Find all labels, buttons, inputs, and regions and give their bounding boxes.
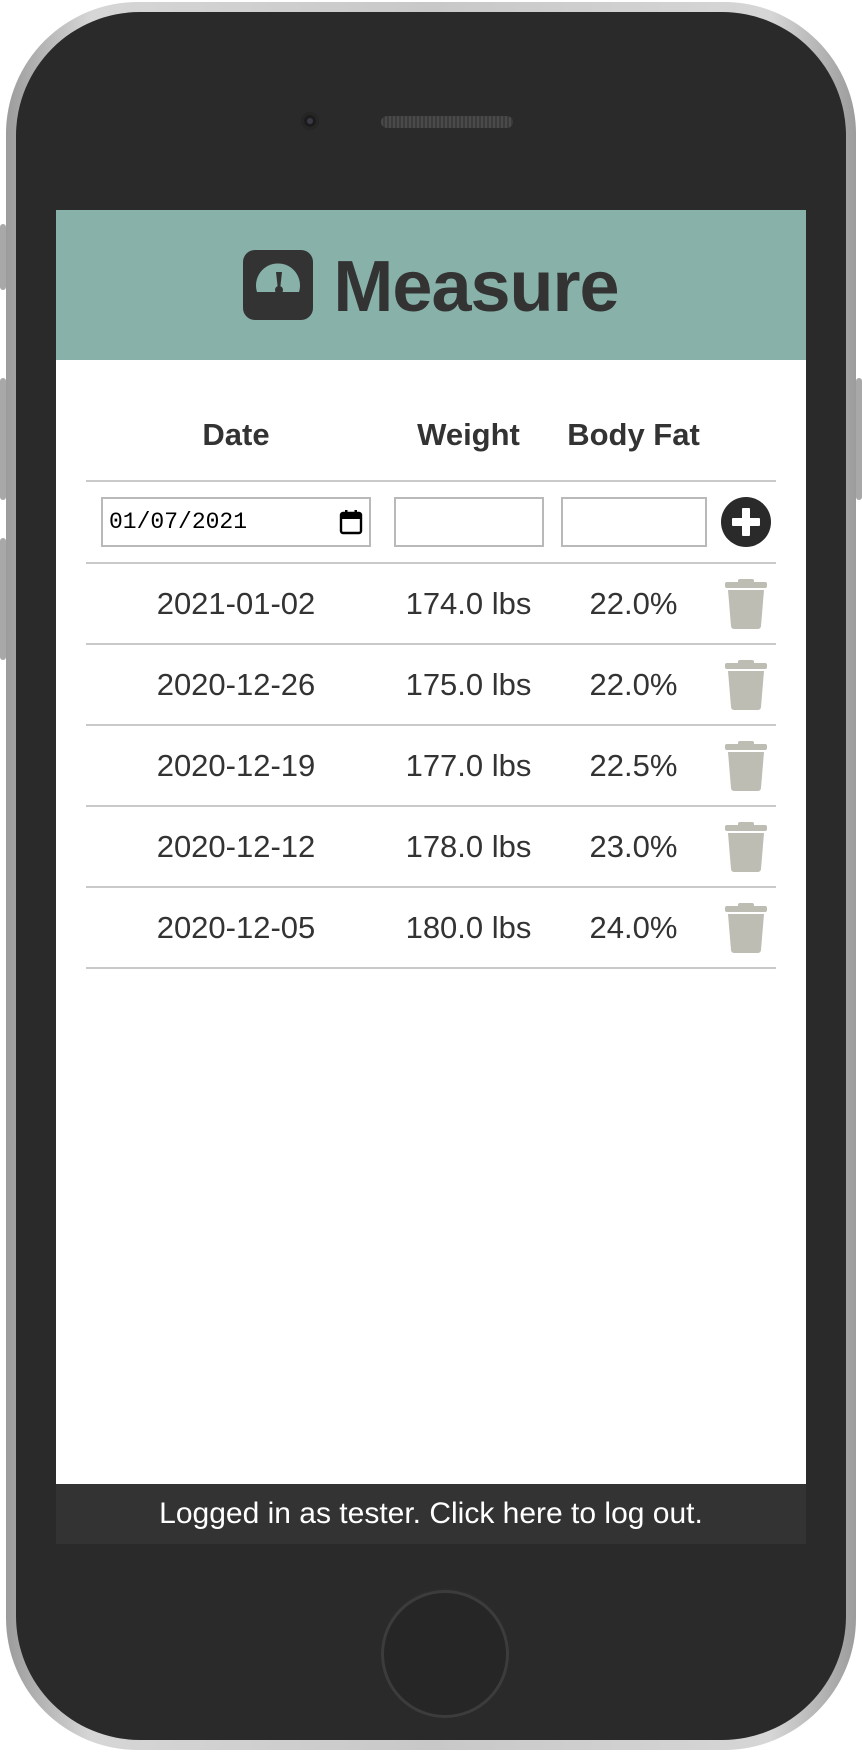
column-header-body-fat: Body Fat [567, 417, 700, 452]
app-screen: Measure Date Weight Body Fat 01/07/2021 [56, 210, 806, 1544]
volume-up-button [0, 378, 6, 500]
home-button[interactable] [381, 1590, 509, 1718]
body-fat-input[interactable] [560, 497, 707, 547]
table-header-row: Date Weight Body Fat [86, 360, 776, 482]
row-date: 2020-12-05 [156, 909, 316, 945]
row-actions [716, 902, 776, 953]
row-actions [716, 578, 776, 629]
trash-icon[interactable] [724, 902, 768, 953]
volume-down-button [0, 538, 6, 660]
column-header-date: Date [202, 417, 270, 452]
table-row: 2020-12-19 177.0 lbs 22.5% [86, 726, 776, 807]
table-row: 2020-12-12 178.0 lbs 23.0% [86, 807, 776, 888]
row-weight: 175.0 lbs [405, 666, 532, 702]
row-date: 2020-12-26 [156, 666, 316, 702]
earpiece-speaker [381, 116, 513, 128]
new-entry-row: 01/07/2021 [86, 482, 776, 564]
date-cell: 01/07/2021 [86, 497, 386, 547]
app-title: Measure [333, 247, 619, 327]
date-input-value: 01/07/2021 [109, 509, 248, 535]
trash-icon[interactable] [724, 740, 768, 791]
row-body-fat: 24.0% [589, 909, 678, 945]
row-body-fat: 23.0% [589, 828, 678, 864]
power-button [856, 378, 862, 500]
weight-cell [386, 497, 551, 547]
row-body-fat: 22.0% [589, 666, 678, 702]
table-row: 2020-12-26 175.0 lbs 22.0% [86, 645, 776, 726]
add-cell [716, 497, 776, 547]
measurement-rows: 2021-01-02 174.0 lbs 22.0% 2020-12-26 17… [86, 564, 776, 969]
table-row: 2020-12-05 180.0 lbs 24.0% [86, 888, 776, 969]
trash-icon[interactable] [724, 578, 768, 629]
column-header-weight: Weight [417, 417, 520, 452]
calendar-icon[interactable] [339, 509, 363, 535]
row-date: 2021-01-02 [156, 585, 316, 621]
row-actions [716, 821, 776, 872]
front-camera [301, 112, 319, 130]
measurements-table: Date Weight Body Fat 01/07/2021 [86, 360, 776, 969]
row-weight: 177.0 lbs [405, 747, 532, 783]
logout-link[interactable]: Logged in as tester. Click here to log o… [56, 1484, 806, 1544]
plus-circle-icon[interactable] [721, 497, 771, 547]
table-row: 2021-01-02 174.0 lbs 22.0% [86, 564, 776, 645]
row-date: 2020-12-19 [156, 747, 316, 783]
row-weight: 174.0 lbs [405, 585, 532, 621]
row-weight: 178.0 lbs [405, 828, 532, 864]
app-header: Measure [56, 210, 806, 360]
mute-switch [0, 224, 6, 290]
app-brand: Measure [243, 247, 620, 327]
trash-icon[interactable] [724, 659, 768, 710]
row-weight: 180.0 lbs [405, 909, 532, 945]
trash-icon[interactable] [724, 821, 768, 872]
row-actions [716, 659, 776, 710]
row-actions [716, 740, 776, 791]
weight-scale-icon [243, 250, 314, 320]
body-fat-cell [551, 497, 716, 547]
row-body-fat: 22.5% [589, 747, 678, 783]
row-date: 2020-12-12 [156, 828, 316, 864]
row-body-fat: 22.0% [589, 585, 678, 621]
weight-input[interactable] [393, 497, 544, 547]
date-input[interactable]: 01/07/2021 [101, 497, 371, 547]
